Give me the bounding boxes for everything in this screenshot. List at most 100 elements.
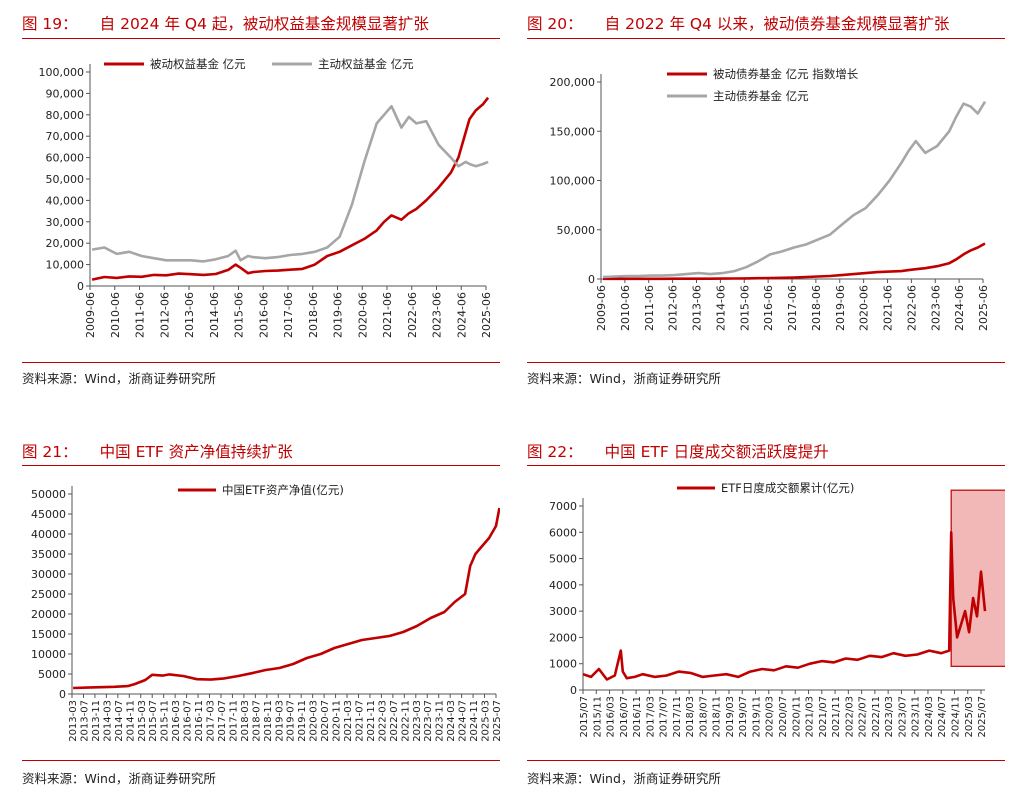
- y-tick-label: 50,000: [46, 173, 85, 186]
- x-tick-label: 2014-03: [102, 700, 113, 742]
- y-tick-label: 0: [570, 684, 577, 697]
- x-tick-label: 2024-03: [446, 700, 457, 742]
- x-tick-label: 2022-06: [406, 292, 419, 338]
- x-tick-label: 2017-06: [282, 292, 295, 338]
- x-tick-label: 2023-06: [929, 285, 942, 331]
- y-tick-label: 35000: [31, 548, 66, 561]
- y-tick-label: 60,000: [46, 152, 85, 165]
- x-tick-label: 2022/03: [844, 696, 855, 738]
- x-tick-label: 2015-06: [738, 285, 751, 331]
- y-tick-label: 100,000: [39, 66, 85, 79]
- x-tick-label: 2020-03: [309, 700, 320, 742]
- x-tick-label: 2009-06: [84, 292, 97, 338]
- x-tick-label: 2009-06: [595, 285, 608, 331]
- x-tick-label: 2024/07: [937, 696, 948, 738]
- chart-etf-nav: 0 5000 10000 15000 20000 25000 30000 35000 40000…: [31, 483, 500, 742]
- y-tick-label: 0: [77, 280, 84, 293]
- y-tick-label: 20000: [31, 608, 66, 621]
- x-tick-label: 2023-03: [412, 700, 423, 742]
- x-tick-label: 2015-07: [148, 700, 159, 742]
- x-tick-label: 2010-06: [109, 292, 122, 338]
- y-tick-label: 25000: [31, 588, 66, 601]
- x-tick-label: 2013-06: [183, 292, 196, 338]
- x-tick-label: 2025-03: [481, 700, 492, 742]
- x-tick-label: 2021-11: [366, 700, 377, 742]
- x-tick-label: 2020/03: [765, 696, 776, 738]
- y-tick-label: 6000: [549, 526, 577, 539]
- x-tick-label: 2020-06: [858, 285, 871, 331]
- x-tick-label: 2016/11: [632, 696, 643, 738]
- y-tick-label: 70,000: [46, 130, 85, 143]
- x-tick-label: 2015-06: [233, 292, 246, 338]
- source-rule: [527, 760, 1005, 761]
- y-tick-label: 45000: [31, 508, 66, 521]
- source-note: 资料来源：Wind，浙商证券研究所: [22, 771, 216, 786]
- y-tick-label: 0: [588, 273, 595, 286]
- x-tick-label: 2020-11: [332, 700, 343, 742]
- y-tick-label: 1000: [549, 658, 577, 671]
- title-rule: [527, 465, 1005, 466]
- x-tick-label: 2021/07: [818, 696, 829, 738]
- x-tick-label: 2020/11: [791, 696, 802, 738]
- x-tick-label: 2015/07: [579, 696, 590, 738]
- x-tick-label: 2020-07: [320, 700, 331, 742]
- panel-fig20: 图 20： 自 2022 年 Q4 以来，被动债券基金规模显著扩张 0 50,000…: [527, 0, 1005, 390]
- x-tick-label: 2017/07: [659, 696, 670, 738]
- source-note: 资料来源：Wind，浙商证券研究所: [527, 371, 721, 386]
- y-tick-label: 200,000: [550, 76, 596, 89]
- x-tick-label: 2021-06: [882, 285, 895, 331]
- series-line-0: [91, 96, 490, 281]
- y-tick-label: 5000: [38, 668, 66, 681]
- x-tick-label: 2018-07: [251, 700, 262, 742]
- source-rule: [527, 362, 1005, 363]
- x-tick-label: 2019-06: [332, 292, 345, 338]
- panel-title: 图 21： 中国 ETF 资产净值持续扩张: [22, 440, 293, 462]
- series-line-0: [582, 530, 987, 681]
- y-tick-label: 80,000: [46, 109, 85, 122]
- series-line-0: [73, 507, 500, 690]
- x-tick-label: 2010-06: [619, 285, 632, 331]
- figure-title: 自 2024 年 Q4 起，被动权益基金规模显著扩张: [99, 15, 429, 33]
- panel-fig19: 图 19： 自 2024 年 Q4 起，被动权益基金规模显著扩张 0 10,000 2…: [22, 0, 500, 390]
- y-tick-label: 7000: [549, 500, 577, 513]
- series-line-1: [602, 101, 987, 279]
- x-tick-label: 2018-11: [263, 700, 274, 742]
- legend-label: 中国ETF资产净值(亿元): [222, 483, 344, 497]
- source-note: 资料来源：Wind，浙商证券研究所: [22, 371, 216, 386]
- x-tick-label: 2021/03: [805, 696, 816, 738]
- legend-label: 被动债券基金 亿元 指数增长: [713, 67, 859, 81]
- x-tick-label: 2018-03: [240, 700, 251, 742]
- x-tick-label: 2025-07: [492, 700, 500, 742]
- x-tick-label: 2013-07: [79, 700, 90, 742]
- y-tick-label: 50,000: [557, 224, 596, 237]
- series-line-1: [91, 104, 489, 263]
- x-tick-label: 2019/07: [738, 696, 749, 738]
- x-tick-label: 2016-03: [171, 700, 182, 742]
- x-tick-label: 2017-06: [786, 285, 799, 331]
- y-tick-label: 90,000: [46, 87, 85, 100]
- x-tick-label: 2019-11: [297, 700, 308, 742]
- chart-passive-vs-active-bond: 0 50,000 100,000 150,000 200,000 2009-06 2010-…: [550, 67, 991, 331]
- y-tick-label: 5000: [549, 553, 577, 566]
- x-tick-label: 2015-03: [137, 700, 148, 742]
- x-tick-label: 2019-03: [274, 700, 285, 742]
- x-tick-label: 2024-07: [458, 700, 469, 742]
- x-tick-label: 2019-07: [286, 700, 297, 742]
- chart-passive-vs-active-equity: 0 10,000 20,000 30,000 40,000 50,000 60,000 70,…: [39, 57, 494, 338]
- x-tick-label: 2021-03: [343, 700, 354, 742]
- x-tick-label: 2024-06: [953, 285, 966, 331]
- x-tick-label: 2025-06: [480, 292, 493, 338]
- x-tick-label: 2016/07: [619, 696, 630, 738]
- y-tick-label: 2000: [549, 631, 577, 644]
- y-tick-label: 150,000: [550, 125, 596, 138]
- x-tick-label: 2018/03: [685, 696, 696, 738]
- legend-label: 主动债券基金 亿元: [713, 89, 809, 103]
- figure-title: 中国 ETF 资产净值持续扩张: [99, 443, 293, 461]
- legend-label: 被动权益基金 亿元: [150, 57, 246, 71]
- x-tick-label: 2014-06: [208, 292, 221, 338]
- x-tick-label: 2015/11: [592, 696, 603, 738]
- x-tick-label: 2020/07: [778, 696, 789, 738]
- x-tick-label: 2013-06: [691, 285, 704, 331]
- y-tick-label: 100,000: [550, 175, 596, 188]
- x-tick-label: 2022-03: [377, 700, 388, 742]
